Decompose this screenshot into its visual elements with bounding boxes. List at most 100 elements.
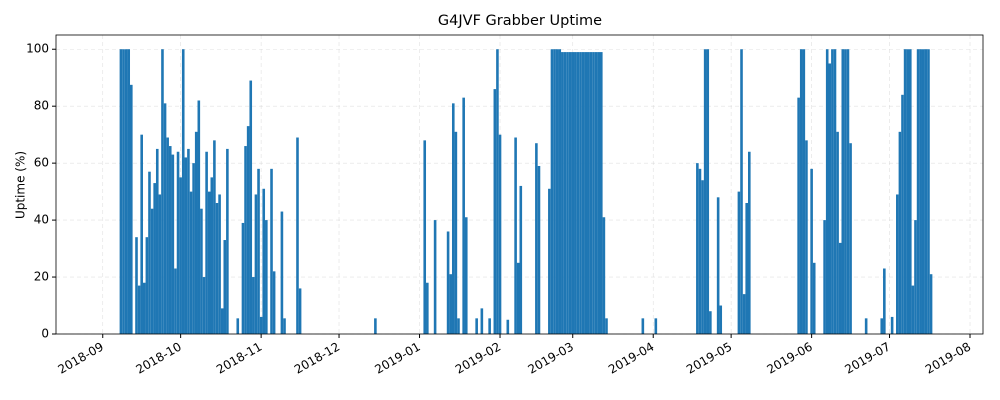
bar: [174, 268, 177, 334]
bar: [883, 268, 886, 334]
bar: [571, 52, 575, 334]
bar: [153, 183, 156, 334]
bar: [244, 146, 247, 334]
x-tick-label: 2019-04: [606, 340, 656, 377]
bar: [589, 52, 593, 334]
bar: [163, 103, 167, 334]
bar: [140, 134, 143, 334]
bar: [916, 49, 920, 334]
bar: [903, 49, 907, 334]
bar: [433, 220, 437, 334]
bar: [252, 277, 255, 334]
y-tick-label: 100: [26, 42, 49, 56]
bar: [192, 163, 195, 334]
x-tick-label: 2019-02: [453, 340, 503, 377]
bar: [449, 274, 452, 334]
bar: [709, 311, 712, 334]
bar: [257, 168, 260, 334]
x-tick-label: 2019-05: [684, 340, 734, 377]
bar: [737, 191, 741, 334]
bar: [145, 237, 149, 334]
bar: [654, 318, 658, 334]
x-tick-label: 2019-06: [764, 340, 814, 377]
bar: [119, 49, 123, 334]
bar: [597, 52, 600, 334]
x-tick-label: 2019-07: [842, 340, 892, 377]
bar: [496, 49, 499, 334]
bar: [740, 49, 743, 334]
bar: [908, 49, 912, 334]
bar: [844, 49, 847, 334]
bar: [535, 143, 538, 334]
bar: [194, 131, 198, 334]
bar: [171, 154, 175, 334]
bar: [911, 285, 915, 334]
bar: [605, 318, 608, 334]
bar: [202, 277, 206, 334]
x-tick-label: 2019-08: [923, 340, 973, 377]
bar: [200, 208, 203, 334]
bar: [919, 49, 922, 334]
x-tick-label: 2018-12: [292, 340, 342, 377]
bar: [561, 52, 564, 334]
bar: [584, 52, 588, 334]
x-tick-label: 2018-11: [214, 340, 264, 377]
bar: [150, 208, 154, 334]
bar: [296, 137, 299, 334]
bar: [127, 49, 131, 334]
bar: [122, 49, 125, 334]
bar: [236, 318, 240, 334]
bar: [137, 285, 141, 334]
x-tick-label: 2019-01: [372, 340, 422, 377]
bar: [280, 211, 284, 334]
bar: [241, 222, 245, 334]
bar: [563, 52, 567, 334]
bar: [703, 49, 707, 334]
bar: [550, 49, 554, 334]
y-tick-label: 20: [34, 270, 49, 284]
bar: [205, 151, 208, 334]
bar: [828, 63, 832, 334]
bar: [805, 140, 808, 334]
bar: [719, 305, 723, 334]
bar: [451, 103, 455, 334]
bar: [197, 100, 201, 334]
bar: [516, 262, 520, 334]
bar: [896, 194, 899, 334]
bar: [135, 237, 138, 334]
bar: [189, 191, 193, 334]
bar: [880, 318, 884, 334]
bar: [574, 52, 577, 334]
bar: [553, 49, 556, 334]
bar: [181, 49, 185, 334]
bar: [576, 52, 580, 334]
bar: [519, 185, 523, 334]
bar: [514, 137, 517, 334]
bar: [249, 80, 253, 334]
bar: [488, 318, 491, 334]
bar: [187, 148, 190, 334]
y-tick-label: 80: [34, 99, 49, 113]
bar: [742, 294, 746, 334]
bar: [130, 84, 133, 334]
bar: [457, 318, 460, 334]
bar: [298, 288, 302, 334]
bar: [506, 319, 510, 334]
bar: [797, 97, 800, 335]
bar: [831, 49, 834, 334]
bar: [374, 318, 377, 334]
bar: [464, 217, 468, 334]
bar: [833, 49, 837, 334]
bar: [799, 49, 803, 334]
bar: [706, 49, 710, 334]
bar: [210, 177, 214, 334]
bar: [701, 180, 704, 334]
bar: [802, 49, 806, 334]
bar: [716, 197, 720, 334]
bar: [423, 140, 427, 334]
plot-frame: [55, 34, 984, 335]
bar: [745, 203, 749, 334]
bar: [272, 271, 276, 334]
y-tick-label: 60: [34, 156, 49, 170]
